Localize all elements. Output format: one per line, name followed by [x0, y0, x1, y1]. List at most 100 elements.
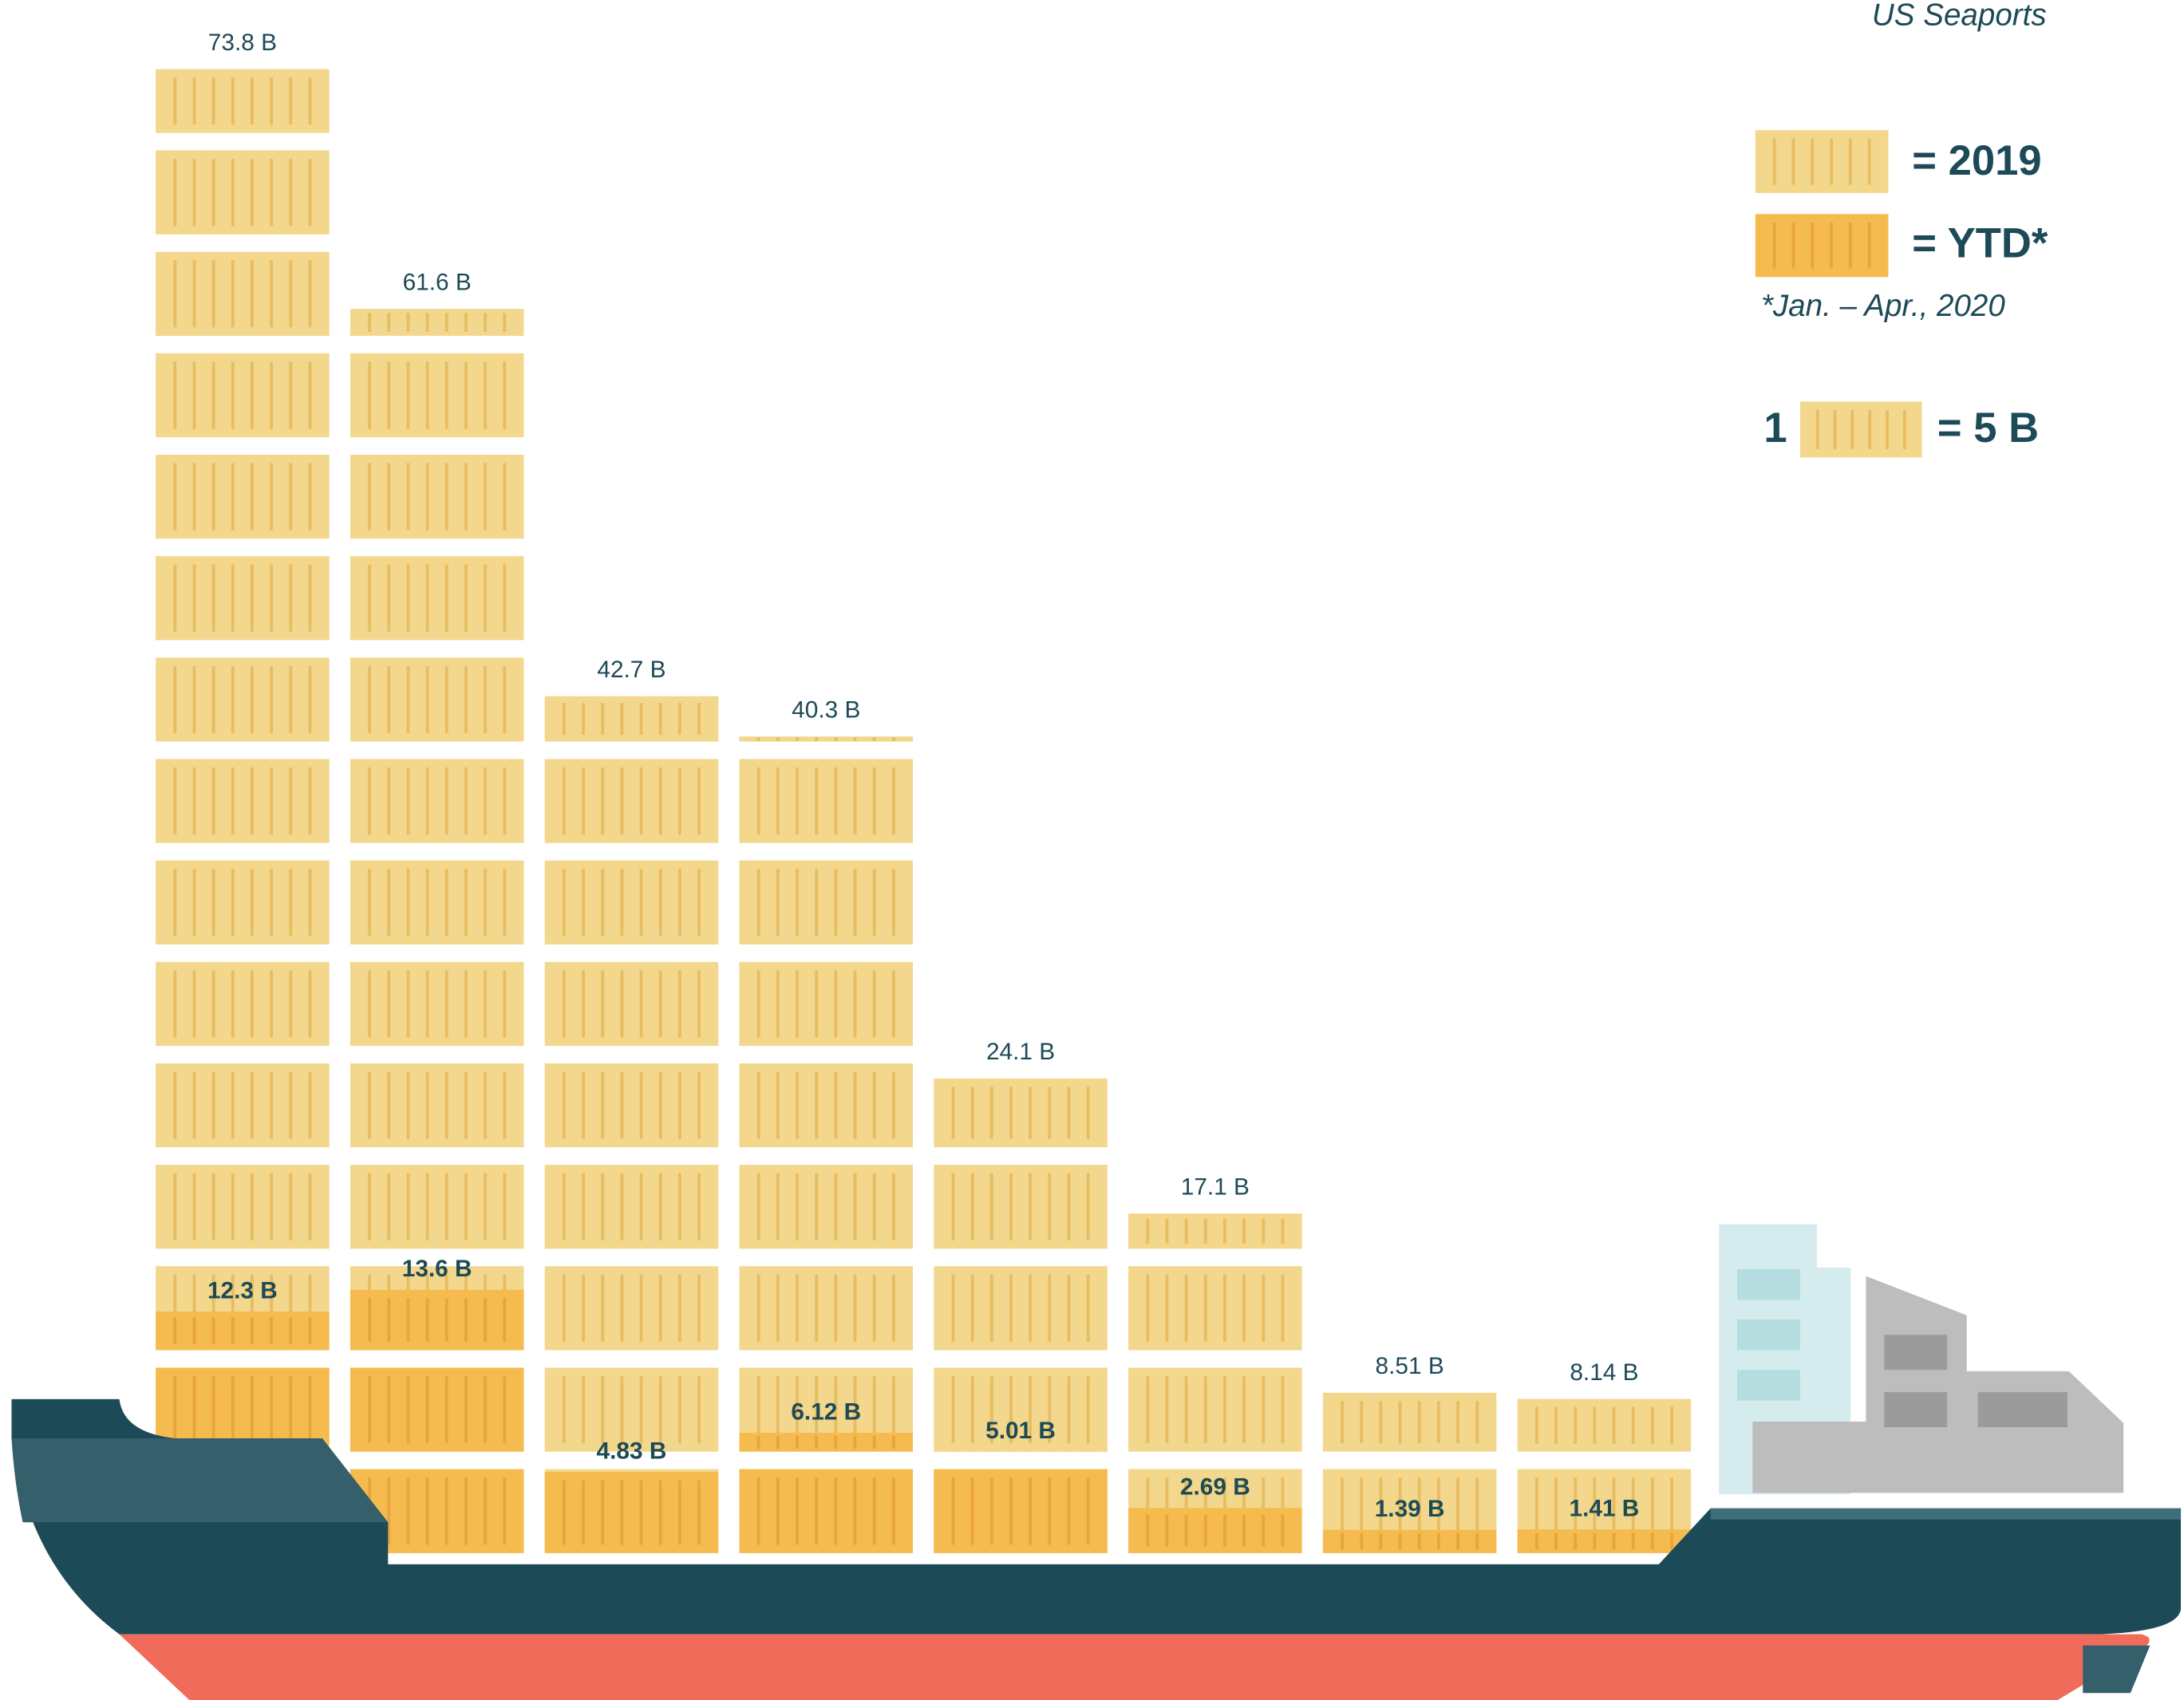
propeller — [2083, 1645, 2150, 1694]
container — [1799, 401, 1922, 458]
container — [544, 1472, 719, 1553]
container — [934, 1266, 1108, 1351]
hull — [11, 1438, 2182, 1635]
container — [350, 860, 524, 945]
container — [739, 736, 913, 742]
value-label: 24.1 B — [986, 1039, 1055, 1065]
container-body — [350, 657, 524, 742]
container-body — [156, 657, 330, 742]
container-body — [156, 961, 330, 1047]
container — [350, 759, 524, 843]
container-body — [156, 556, 330, 641]
container — [1517, 1529, 1692, 1553]
ytd-label: 4.83 B — [597, 1438, 667, 1465]
container — [350, 353, 524, 438]
window — [1737, 1268, 1800, 1300]
legend: = 2019 = YTD* *Jan. – Apr., 2020 1 = 5 B — [1755, 130, 2048, 458]
keel — [119, 1634, 2150, 1700]
container — [156, 353, 330, 438]
container — [1322, 1392, 1497, 1452]
container — [739, 1063, 913, 1148]
container-body — [350, 309, 524, 336]
container-body — [350, 1289, 524, 1351]
container-body — [739, 1469, 913, 1553]
container-body — [350, 1367, 524, 1452]
container — [156, 1165, 330, 1249]
bridge — [1752, 1276, 2124, 1493]
container-body — [156, 1063, 330, 1148]
window — [1977, 1392, 2067, 1427]
legend-label: = YTD* — [1912, 220, 2048, 267]
ytd-label: 12.3 B — [207, 1277, 278, 1304]
container — [350, 1367, 524, 1452]
window — [1884, 1335, 1948, 1371]
container — [544, 696, 719, 742]
container — [1517, 1398, 1692, 1452]
footnote: *Jan. – Apr., 2020 — [1761, 289, 2006, 323]
legend-label: = 2019 — [1912, 137, 2041, 184]
container-body — [544, 961, 719, 1047]
container-body — [156, 759, 330, 843]
container — [934, 1469, 1108, 1553]
window — [1737, 1319, 1800, 1351]
container-body — [739, 1266, 913, 1351]
container — [156, 1311, 330, 1351]
container — [350, 1165, 524, 1249]
container-body — [934, 1367, 1108, 1452]
value-label: 8.14 B — [1570, 1359, 1638, 1386]
container-body — [156, 251, 330, 336]
container — [544, 1367, 719, 1452]
value-label: 73.8 B — [208, 30, 277, 56]
ytd-label: 1.39 B — [1375, 1496, 1445, 1522]
bow-top — [11, 1398, 176, 1439]
container — [156, 150, 330, 235]
bow-band — [11, 1438, 389, 1523]
container — [739, 1266, 913, 1351]
container-body — [1755, 130, 1889, 194]
container-body — [544, 759, 719, 843]
container-body — [544, 696, 719, 742]
container — [156, 1367, 330, 1452]
container-body — [544, 1063, 719, 1148]
container-body — [934, 1078, 1108, 1148]
ytd-label: 2.69 B — [1180, 1474, 1250, 1501]
container-body — [739, 759, 913, 843]
container-body — [350, 759, 524, 843]
container-body — [739, 1433, 913, 1452]
container — [350, 657, 524, 742]
value-label: 40.3 B — [792, 697, 860, 724]
container-body — [1128, 1367, 1302, 1452]
container-body — [1517, 1529, 1692, 1553]
container — [739, 961, 913, 1047]
container — [350, 455, 524, 539]
containers — [156, 69, 1692, 1553]
container-body — [739, 860, 913, 945]
container — [544, 961, 719, 1047]
container — [156, 251, 330, 336]
container-body — [350, 860, 524, 945]
container-body — [1322, 1529, 1497, 1553]
container-body — [1322, 1392, 1497, 1452]
container-body — [1755, 214, 1889, 278]
container — [1128, 1213, 1302, 1249]
container — [350, 1063, 524, 1148]
container — [350, 961, 524, 1047]
container-body — [1128, 1508, 1302, 1553]
chart-title: US Seaports — [1872, 0, 2047, 32]
container-body — [1517, 1398, 1692, 1452]
container — [544, 1165, 719, 1249]
container — [934, 1078, 1108, 1148]
container-body — [350, 556, 524, 641]
container-body — [350, 353, 524, 438]
container — [1322, 1529, 1497, 1553]
container-body — [156, 1367, 330, 1452]
container — [1128, 1508, 1302, 1553]
container — [544, 759, 719, 843]
container-body — [544, 1472, 719, 1553]
ytd-label: 1.41 B — [1570, 1495, 1640, 1521]
unit-count: 1 — [1763, 404, 1787, 452]
container — [350, 309, 524, 336]
container-body — [934, 1469, 1108, 1553]
container — [934, 1367, 1108, 1452]
container — [156, 1063, 330, 1148]
